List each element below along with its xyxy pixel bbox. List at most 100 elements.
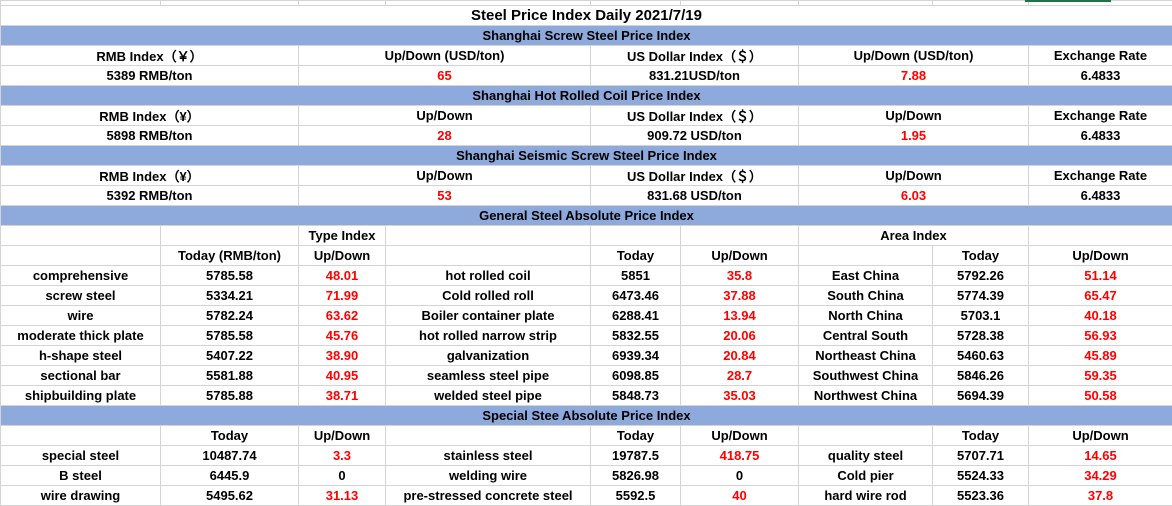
column-header: Today: [590, 425, 681, 446]
column-header: Today: [160, 425, 299, 446]
value-cell: 38.71: [298, 385, 386, 406]
row: 5389 RMB/ton 65 831.21USD/ton 7.88 6.4833: [0, 65, 1172, 86]
value-cell: 38.90: [298, 345, 386, 366]
column-header: Up/Down: [1028, 245, 1172, 266]
value-cell: 6.03: [798, 185, 1029, 206]
column-header: Up/Down: [680, 425, 799, 446]
value-cell: 35.8: [680, 265, 799, 286]
value-cell: 5524.33: [932, 465, 1029, 486]
item-name: wire: [0, 305, 161, 326]
value-cell: 5495.62: [160, 485, 299, 506]
row: Today Up/Down Today Up/Down Today Up/Down: [0, 425, 1172, 446]
item-name: comprehensive: [0, 265, 161, 286]
item-name: moderate thick plate: [0, 325, 161, 346]
item-name: Southwest China: [798, 365, 933, 386]
value-cell: 5782.24: [160, 305, 299, 326]
value-cell: 65.47: [1028, 285, 1172, 306]
value-cell: 59.35: [1028, 365, 1172, 386]
value-cell: 48.01: [298, 265, 386, 286]
value-cell: 40.95: [298, 365, 386, 386]
item-name: special steel: [0, 445, 161, 466]
item-name: welding wire: [385, 465, 591, 486]
row: Shanghai Screw Steel Price Index: [0, 25, 1172, 46]
column-header: Up/Down (USD/ton): [798, 45, 1029, 66]
column-header: US Dollar Index（＄）: [590, 45, 799, 66]
value-cell: 6939.34: [590, 345, 681, 366]
row: shipbuilding plate 5785.88 38.71 welded ste…: [0, 385, 1172, 406]
row: Shanghai Hot Rolled Coil Price Index: [0, 85, 1172, 106]
column-header: Today: [590, 245, 681, 266]
row: screw steel 5334.21 71.99 Cold rolled roll 6…: [0, 285, 1172, 306]
column-header: [385, 425, 591, 446]
value-cell: 0: [680, 465, 799, 486]
section-title: Shanghai Screw Steel Price Index: [0, 25, 1172, 46]
column-header: Up/Down: [798, 105, 1029, 126]
column-header: [798, 425, 933, 446]
value-cell: 5407.22: [160, 345, 299, 366]
value-cell: 31.13: [298, 485, 386, 506]
column-header: [798, 245, 933, 266]
item-name: Northwest China: [798, 385, 933, 406]
value-cell: 3.3: [298, 445, 386, 466]
section-title: Shanghai Hot Rolled Coil Price Index: [0, 85, 1172, 106]
value-cell: 5832.55: [590, 325, 681, 346]
value-cell: 831.68 USD/ton: [590, 185, 799, 206]
item-name: pre-stressed concrete steel: [385, 485, 591, 506]
value-cell: 6445.9: [160, 465, 299, 486]
value-cell: 14.65: [1028, 445, 1172, 466]
item-name: hot rolled coil: [385, 265, 591, 286]
value-cell: 1.95: [798, 125, 1029, 146]
row: moderate thick plate 5785.58 45.76 hot roll…: [0, 325, 1172, 346]
row: Type Index Area Index: [0, 225, 1172, 246]
section-title: Shanghai Seismic Screw Steel Price Index: [0, 145, 1172, 166]
row: wire 5782.24 63.62 Boiler container plate 62…: [0, 305, 1172, 326]
value-cell: 40.18: [1028, 305, 1172, 326]
item-name: B steel: [0, 465, 161, 486]
item-name: hot rolled narrow strip: [385, 325, 591, 346]
column-header: Today: [932, 245, 1029, 266]
value-cell: 6.4833: [1028, 125, 1172, 146]
value-cell: 5848.73: [590, 385, 681, 406]
row: wire drawing 5495.62 31.13 pre-stressed con…: [0, 485, 1172, 506]
value-cell: 6.4833: [1028, 65, 1172, 86]
value-cell: 0: [298, 465, 386, 486]
sheet-title: Steel Price Index Daily 2021/7/19: [0, 5, 1172, 26]
value-cell: 5460.63: [932, 345, 1029, 366]
column-header: Exchange Rate: [1028, 45, 1172, 66]
group-header: Area Index: [798, 225, 1029, 246]
value-cell: 5774.39: [932, 285, 1029, 306]
column-header: Up/Down: [680, 245, 799, 266]
value-cell: 37.8: [1028, 485, 1172, 506]
item-name: South China: [798, 285, 933, 306]
value-cell: 56.93: [1028, 325, 1172, 346]
column-header: Exchange Rate: [1028, 105, 1172, 126]
value-cell: 6098.85: [590, 365, 681, 386]
value-cell: 5694.39: [932, 385, 1029, 406]
column-header: [0, 245, 161, 266]
value-cell: 63.62: [298, 305, 386, 326]
item-name: stainless steel: [385, 445, 591, 466]
item-name: East China: [798, 265, 933, 286]
section-title: Special Stee Absolute Price Index: [0, 405, 1172, 426]
row: Shanghai Seismic Screw Steel Price Index: [0, 145, 1172, 166]
column-header: Up/Down: [1028, 425, 1172, 446]
row: 5392 RMB/ton 53 831.68 USD/ton 6.03 6.4833: [0, 185, 1172, 206]
row: Today (RMB/ton) Up/Down Today Up/Down Today U…: [0, 245, 1172, 266]
item-name: sectional bar: [0, 365, 161, 386]
value-cell: 5334.21: [160, 285, 299, 306]
item-name: hard wire rod: [798, 485, 933, 506]
item-name: screw steel: [0, 285, 161, 306]
value-cell: 5851: [590, 265, 681, 286]
item-name: galvanization: [385, 345, 591, 366]
row: RMB Index（¥） Up/Down US Dollar Index（＄） Up/…: [0, 105, 1172, 126]
column-header: Up/Down: [298, 425, 386, 446]
value-cell: 53: [298, 185, 591, 206]
value-cell: 5826.98: [590, 465, 681, 486]
value-cell: 28: [298, 125, 591, 146]
cell: [680, 225, 799, 246]
cell: [160, 225, 299, 246]
row: General Steel Absolute Price Index: [0, 205, 1172, 226]
column-header: RMB Index（￥）: [0, 45, 299, 66]
value-cell: 5785.88: [160, 385, 299, 406]
